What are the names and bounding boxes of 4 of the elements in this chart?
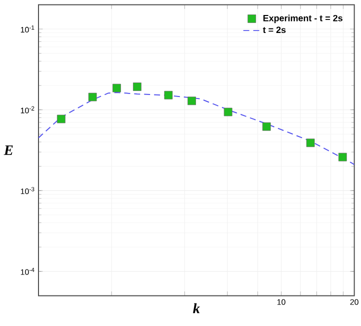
legend-label: Experiment - t = 2s	[263, 14, 342, 24]
legend-label: t = 2s	[262, 26, 286, 34]
y-axis-title: E	[4, 146, 13, 155]
x-axis-title: k	[193, 303, 200, 314]
